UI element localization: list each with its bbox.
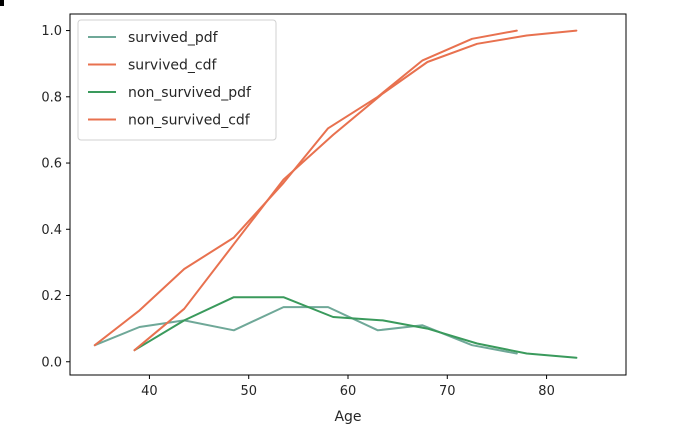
- legend-label: survived_cdf: [128, 58, 217, 74]
- y-tick-label: 0.8: [41, 90, 62, 105]
- y-tick-label: 1.0: [41, 24, 62, 39]
- legend-label: non_survived_pdf: [128, 85, 252, 101]
- series-line-non-survived-pdf: [133, 296, 578, 359]
- y-tick-label: 0.0: [41, 355, 62, 370]
- plot-area: [93, 29, 578, 359]
- axes: 40 50 60 70 80 0.0 0.2 0.4 0.6 0.8 1.0: [41, 13, 627, 399]
- corner-mark: [0, 0, 4, 6]
- series-line-survived-cdf: [93, 29, 518, 347]
- x-tick-label: 80: [538, 384, 555, 399]
- x-tick-label: 50: [240, 384, 257, 399]
- x-tick-label: 60: [340, 384, 357, 399]
- y-tick-label: 0.6: [41, 157, 62, 172]
- series-line-non-survived-cdf: [133, 29, 578, 352]
- x-axis-label: Age: [334, 409, 361, 425]
- y-tick-label: 0.2: [41, 289, 62, 304]
- legend-label: non_survived_cdf: [128, 113, 251, 129]
- x-tick-label: 40: [141, 384, 158, 399]
- y-tick-label: 0.4: [41, 223, 62, 238]
- legend: survived_pdf survived_cdf non_survived_pdf…: [77, 19, 277, 141]
- x-tick-label: 70: [439, 384, 456, 399]
- legend-label: survived_pdf: [128, 30, 219, 46]
- legend-box: [77, 19, 277, 141]
